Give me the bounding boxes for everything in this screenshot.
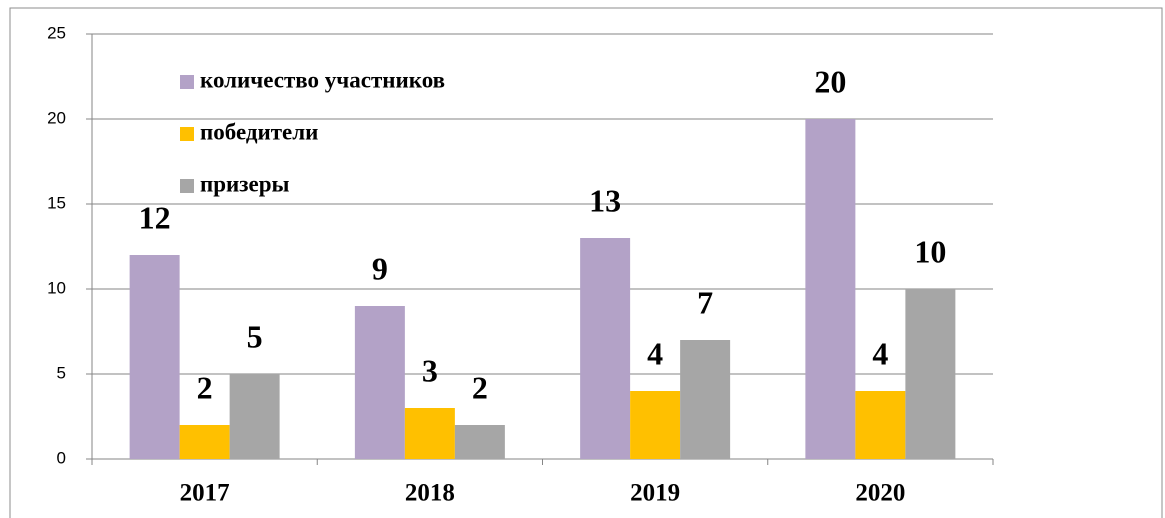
- data-label: 12: [139, 199, 171, 235]
- y-tick-label: 5: [57, 363, 66, 382]
- data-label: 9: [372, 250, 388, 286]
- bar: [404, 408, 455, 459]
- data-label: 10: [914, 233, 946, 269]
- legend-label: победители: [200, 119, 318, 144]
- y-tick-label: 10: [47, 278, 66, 297]
- legend-label: призеры: [200, 171, 290, 196]
- y-tick-label: 15: [47, 193, 66, 212]
- legend-swatch: [180, 179, 194, 193]
- bar: [630, 391, 681, 459]
- bar: [179, 425, 230, 459]
- legend-swatch: [180, 127, 194, 141]
- x-tick-label: 2018: [405, 480, 455, 507]
- y-tick-label: 0: [57, 448, 66, 467]
- data-label: 13: [589, 182, 621, 218]
- bar: [805, 119, 856, 459]
- bar: [354, 306, 405, 459]
- legend-label: количество участников: [200, 67, 445, 92]
- bar: [905, 289, 956, 459]
- bar: [855, 391, 906, 459]
- bar: [580, 238, 631, 459]
- bar: [680, 340, 731, 459]
- data-label: 2: [197, 369, 213, 405]
- data-label: 4: [872, 335, 888, 371]
- bar: [454, 425, 505, 459]
- data-label: 2: [472, 369, 488, 405]
- x-tick-label: 2020: [855, 480, 905, 507]
- data-label: 5: [247, 318, 263, 354]
- bar: [129, 255, 180, 459]
- y-tick-label: 25: [47, 23, 66, 42]
- data-label: 4: [647, 335, 663, 371]
- data-label: 20: [814, 63, 846, 99]
- x-tick-label: 2019: [630, 480, 680, 507]
- chart-frame: [9, 7, 1163, 518]
- bar: [229, 374, 280, 459]
- data-label: 3: [422, 352, 438, 388]
- x-tick-label: 2017: [180, 480, 230, 507]
- data-label: 7: [697, 284, 713, 320]
- y-tick-label: 20: [47, 108, 66, 127]
- legend-swatch: [180, 75, 194, 89]
